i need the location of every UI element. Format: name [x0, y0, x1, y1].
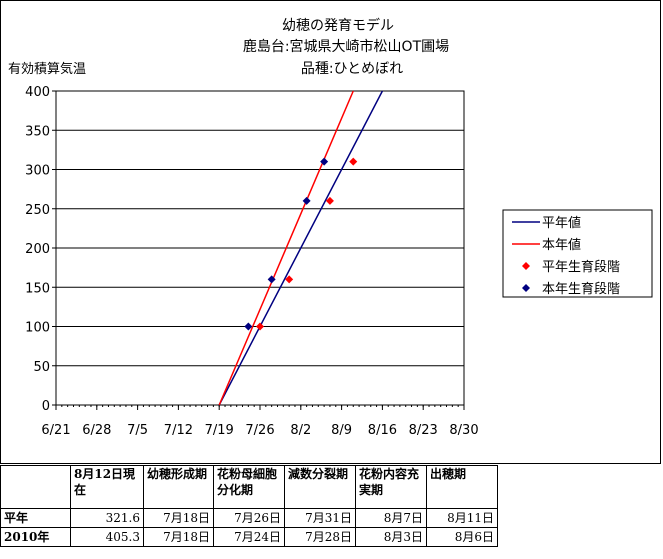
table-cell: 7月24日 [213, 527, 285, 547]
data-point [256, 322, 264, 331]
x-tick-label: 7/12 [164, 423, 193, 438]
x-tick-label: 8/9 [331, 423, 352, 438]
table-cell: 8月3日 [355, 527, 427, 547]
table-cell: 7月28日 [284, 527, 356, 547]
table-cell: 405.3 [70, 527, 144, 547]
data-point [285, 275, 294, 284]
data-point [244, 322, 253, 331]
chart-title-line-1: 幼穂の発育モデル [282, 17, 394, 34]
legend-label: 本年値 [542, 237, 581, 253]
series-line-1 [218, 90, 354, 406]
table-header-cell: 減数分裂期 [284, 465, 356, 509]
x-tick-label: 7/5 [127, 423, 148, 438]
summary-table: 8月12日現在 幼穂形成期 花粉母細胞分化期 減数分裂期 花粉内容充実期 出穂期… [0, 465, 498, 547]
y-axis-label: 有効積算気温 [8, 61, 86, 77]
chart-title-line-3: 品種:ひとめぼれ [301, 61, 403, 77]
legend-swatch [522, 262, 530, 270]
x-tick-label: 7/19 [205, 423, 234, 438]
table-header-cell [0, 465, 71, 509]
y-tick-label: 50 [33, 360, 50, 375]
series-line-0 [218, 90, 384, 406]
table-header-cell: 花粉母細胞分化期 [213, 465, 285, 509]
y-tick-label: 150 [25, 281, 50, 296]
y-tick-label: 350 [25, 124, 50, 139]
legend-label: 平年生育段階 [542, 259, 620, 275]
table-row: 2010年 405.3 7月18日 7月24日 7月28日 8月3日 8月6日 [0, 527, 498, 547]
legend-label: 本年生育段階 [542, 281, 620, 297]
data-point [267, 275, 276, 284]
y-tick-label: 100 [25, 321, 50, 336]
data-point [325, 196, 334, 205]
table-header-cell: 8月12日現在 [70, 465, 144, 509]
data-point [302, 196, 311, 205]
table-header-cell: 幼穂形成期 [143, 465, 214, 509]
data-point [349, 157, 358, 166]
x-tick-label: 8/16 [368, 423, 397, 438]
table-cell: 2010年 [0, 527, 71, 547]
table-cell: 7月18日 [143, 508, 214, 528]
table-cell: 7月26日 [213, 508, 285, 528]
table-header-row: 8月12日現在 幼穂形成期 花粉母細胞分化期 減数分裂期 花粉内容充実期 出穂期 [0, 465, 498, 509]
table-row: 平年 321.6 7月18日 7月26日 7月31日 8月7日 8月11日 [0, 508, 498, 528]
x-tick-label: 8/2 [290, 423, 311, 438]
x-tick-label: 8/23 [409, 423, 438, 438]
y-tick-label: 200 [25, 242, 50, 257]
y-tick-label: 250 [25, 203, 50, 218]
x-tick-label: 6/21 [41, 423, 70, 438]
x-tick-label: 8/30 [449, 423, 478, 438]
table-cell: 平年 [0, 508, 71, 528]
chart-title-line-2: 鹿島台:宮城県大崎市松山OT圃場 [243, 38, 449, 55]
x-tick-label: 7/26 [245, 423, 274, 438]
table-header-cell: 花粉内容充実期 [355, 465, 427, 509]
chart: 幼穂の発育モデル 鹿島台:宮城県大崎市松山OT圃場 品種:ひとめぼれ 有効積算気… [8, 17, 653, 438]
table-cell: 8月7日 [355, 508, 427, 528]
legend-swatch [522, 284, 530, 292]
table-header-cell: 出穂期 [426, 465, 498, 509]
y-tick-label: 0 [42, 399, 50, 414]
table-cell: 8月11日 [426, 508, 498, 528]
table-cell: 7月18日 [143, 527, 214, 547]
table-cell: 7月31日 [284, 508, 356, 528]
table-cell: 321.6 [70, 508, 144, 528]
x-tick-label: 6/28 [82, 423, 111, 438]
table-cell: 8月6日 [426, 527, 498, 547]
y-tick-label: 300 [25, 164, 50, 179]
legend-box [502, 209, 653, 298]
data-point [320, 157, 329, 166]
legend-label: 平年値 [542, 215, 581, 231]
y-tick-label: 400 [25, 85, 50, 100]
